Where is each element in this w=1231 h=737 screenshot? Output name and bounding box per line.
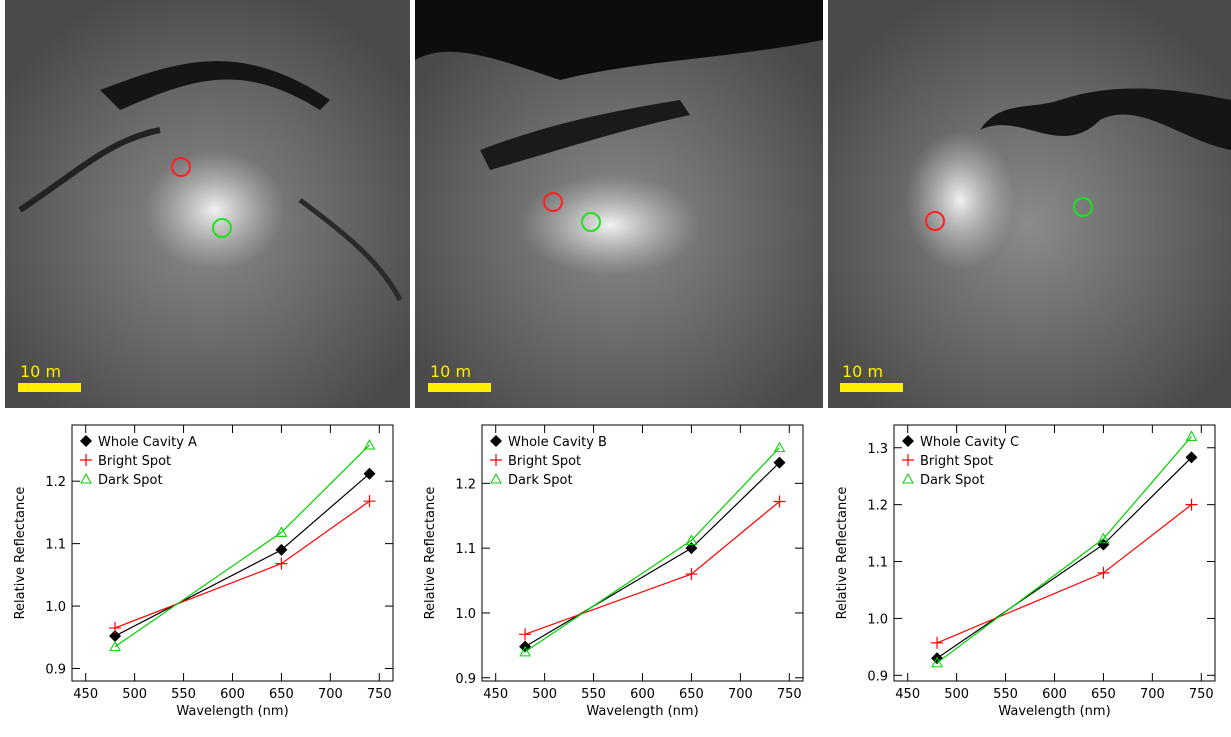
legend-label: Bright Spot [920, 454, 993, 469]
marker [109, 640, 121, 652]
marker [490, 435, 502, 447]
marker [685, 534, 698, 545]
marker [490, 454, 502, 466]
series-line [524, 462, 780, 648]
x-tick-label: 500 [944, 687, 969, 702]
x-tick-label: 550 [993, 687, 1018, 702]
x-tick-label: 750 [1189, 687, 1214, 702]
y-tick-label: 1.1 [455, 542, 476, 557]
marker [1185, 451, 1198, 464]
x-tick-label: 600 [1042, 687, 1067, 702]
marker [275, 543, 288, 556]
series-line [524, 501, 780, 635]
image-a [5, 0, 410, 408]
legend-label: Whole Cavity C [920, 435, 1019, 450]
y-tick-label: 1.2 [45, 475, 66, 490]
x-tick-label: 500 [532, 687, 557, 702]
series-line [114, 500, 370, 629]
x-tick-label: 450 [483, 687, 508, 702]
y-tick-label: 0.9 [45, 663, 66, 678]
series-line [936, 435, 1192, 664]
legend-label: Dark Spot [508, 473, 573, 488]
x-axis-label: Wavelength (nm) [998, 704, 1110, 719]
x-tick-label: 600 [630, 687, 655, 702]
marker [490, 472, 502, 484]
marker [1097, 532, 1110, 544]
marker [80, 454, 92, 466]
marker [902, 454, 914, 466]
x-tick-label: 650 [679, 687, 704, 702]
x-tick-label: 500 [122, 687, 147, 702]
marker [773, 495, 786, 508]
scale-label: 10 m [20, 362, 61, 381]
series-line [524, 447, 780, 653]
image-c [828, 0, 1231, 408]
marker [685, 568, 698, 581]
scale-label: 10 m [842, 362, 883, 381]
x-tick-label: 750 [367, 687, 392, 702]
y-tick-label: 1.3 [867, 442, 888, 457]
y-tick-label: 0.9 [455, 672, 476, 687]
y-tick-label: 1.2 [867, 499, 888, 514]
legend-label: Whole Cavity A [98, 435, 197, 450]
x-tick-label: 600 [220, 687, 245, 702]
marker [902, 435, 914, 447]
x-tick-label: 550 [171, 687, 196, 702]
legend-label: Dark Spot [920, 473, 985, 488]
marker [275, 526, 288, 537]
marker [109, 621, 122, 634]
x-axis-label: Wavelength (nm) [586, 704, 698, 719]
x-tick-label: 700 [318, 687, 343, 702]
marker [363, 467, 376, 480]
y-tick-label: 1.0 [455, 607, 476, 622]
y-axis-label: Relative Reflectance [835, 487, 850, 620]
y-tick-label: 0.9 [867, 669, 888, 684]
x-tick-label: 550 [581, 687, 606, 702]
marker [80, 435, 92, 447]
x-tick-label: 450 [73, 687, 98, 702]
scale-label: 10 m [430, 362, 471, 381]
legend-label: Bright Spot [98, 454, 171, 469]
x-tick-label: 750 [777, 687, 802, 702]
marker [519, 628, 532, 641]
series-line [114, 444, 370, 648]
y-tick-label: 1.2 [455, 477, 476, 492]
marker [902, 472, 914, 484]
marker [1185, 498, 1198, 511]
x-tick-label: 650 [269, 687, 294, 702]
legend-label: Bright Spot [508, 454, 581, 469]
series-line [936, 504, 1192, 644]
marker [363, 495, 376, 508]
series-line [114, 473, 370, 637]
x-axis-label: Wavelength (nm) [176, 704, 288, 719]
marker [931, 636, 944, 649]
marker [109, 630, 122, 643]
y-axis-label: Relative Reflectance [13, 487, 28, 620]
marker [931, 656, 943, 668]
x-tick-label: 650 [1091, 687, 1116, 702]
x-tick-label: 700 [728, 687, 753, 702]
marker [773, 456, 786, 469]
marker [80, 472, 92, 484]
image-b [415, 0, 823, 408]
marker [685, 542, 698, 555]
x-tick-label: 450 [895, 687, 920, 702]
y-tick-label: 1.0 [45, 600, 66, 615]
legend-label: Whole Cavity B [508, 435, 607, 450]
marker [363, 438, 376, 450]
y-tick-label: 1.1 [867, 556, 888, 571]
y-axis-label: Relative Reflectance [423, 487, 438, 620]
marker [1097, 566, 1110, 579]
y-tick-label: 1.1 [45, 538, 66, 553]
marker [773, 441, 786, 453]
y-tick-label: 1.0 [867, 612, 888, 627]
marker [519, 645, 531, 657]
marker [275, 557, 288, 570]
x-tick-label: 700 [1140, 687, 1165, 702]
legend-label: Dark Spot [98, 473, 163, 488]
marker [1185, 430, 1198, 441]
